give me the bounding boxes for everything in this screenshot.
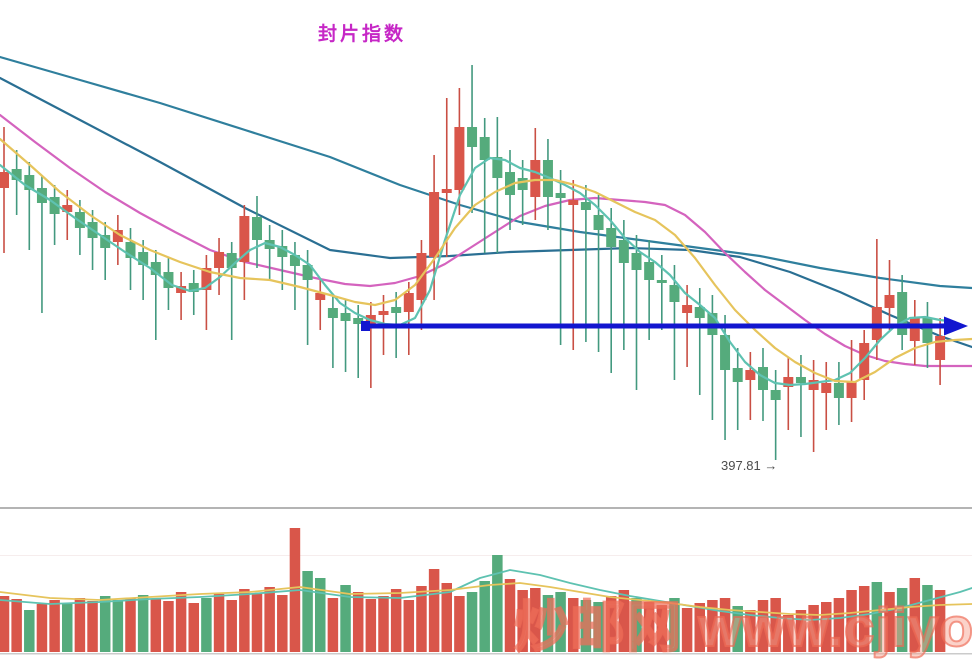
chart-title: 封片指数	[318, 24, 407, 45]
watermark-text: 炒邮网 www.cjiyou.net	[513, 595, 972, 659]
long-ma-lines	[0, 55, 972, 349]
trend-arrow-line	[361, 316, 968, 336]
panel-dividers	[0, 507, 972, 655]
fast-ma-lines	[0, 137, 972, 387]
volume-bars	[0, 528, 946, 652]
volume-ma-lines	[0, 569, 972, 621]
low-price-annotation: 397.81 →	[721, 458, 778, 473]
